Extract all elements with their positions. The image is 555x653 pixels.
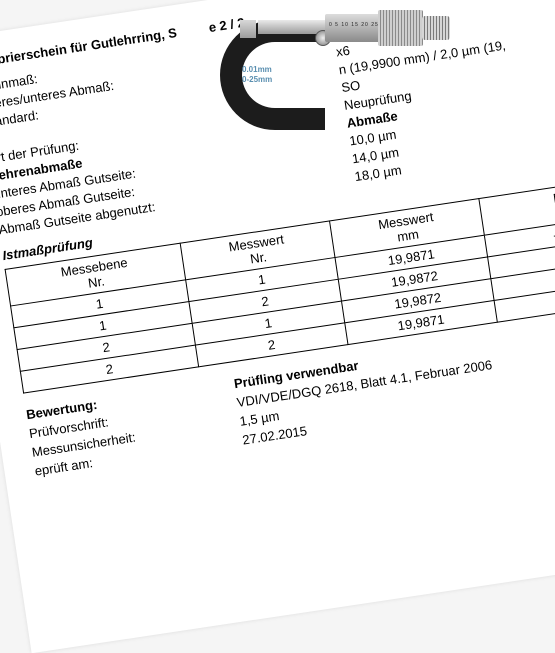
micrometer-frame [220, 20, 325, 130]
micrometer-image: 0.01mm 0-25mm [200, 2, 460, 137]
micrometer-anvil [240, 20, 256, 38]
micrometer-sleeve [325, 14, 380, 42]
micrometer-thimble [378, 10, 423, 46]
micrometer-label: 0.01mm 0-25mm [242, 65, 272, 85]
micrometer-ratchet [422, 16, 450, 40]
